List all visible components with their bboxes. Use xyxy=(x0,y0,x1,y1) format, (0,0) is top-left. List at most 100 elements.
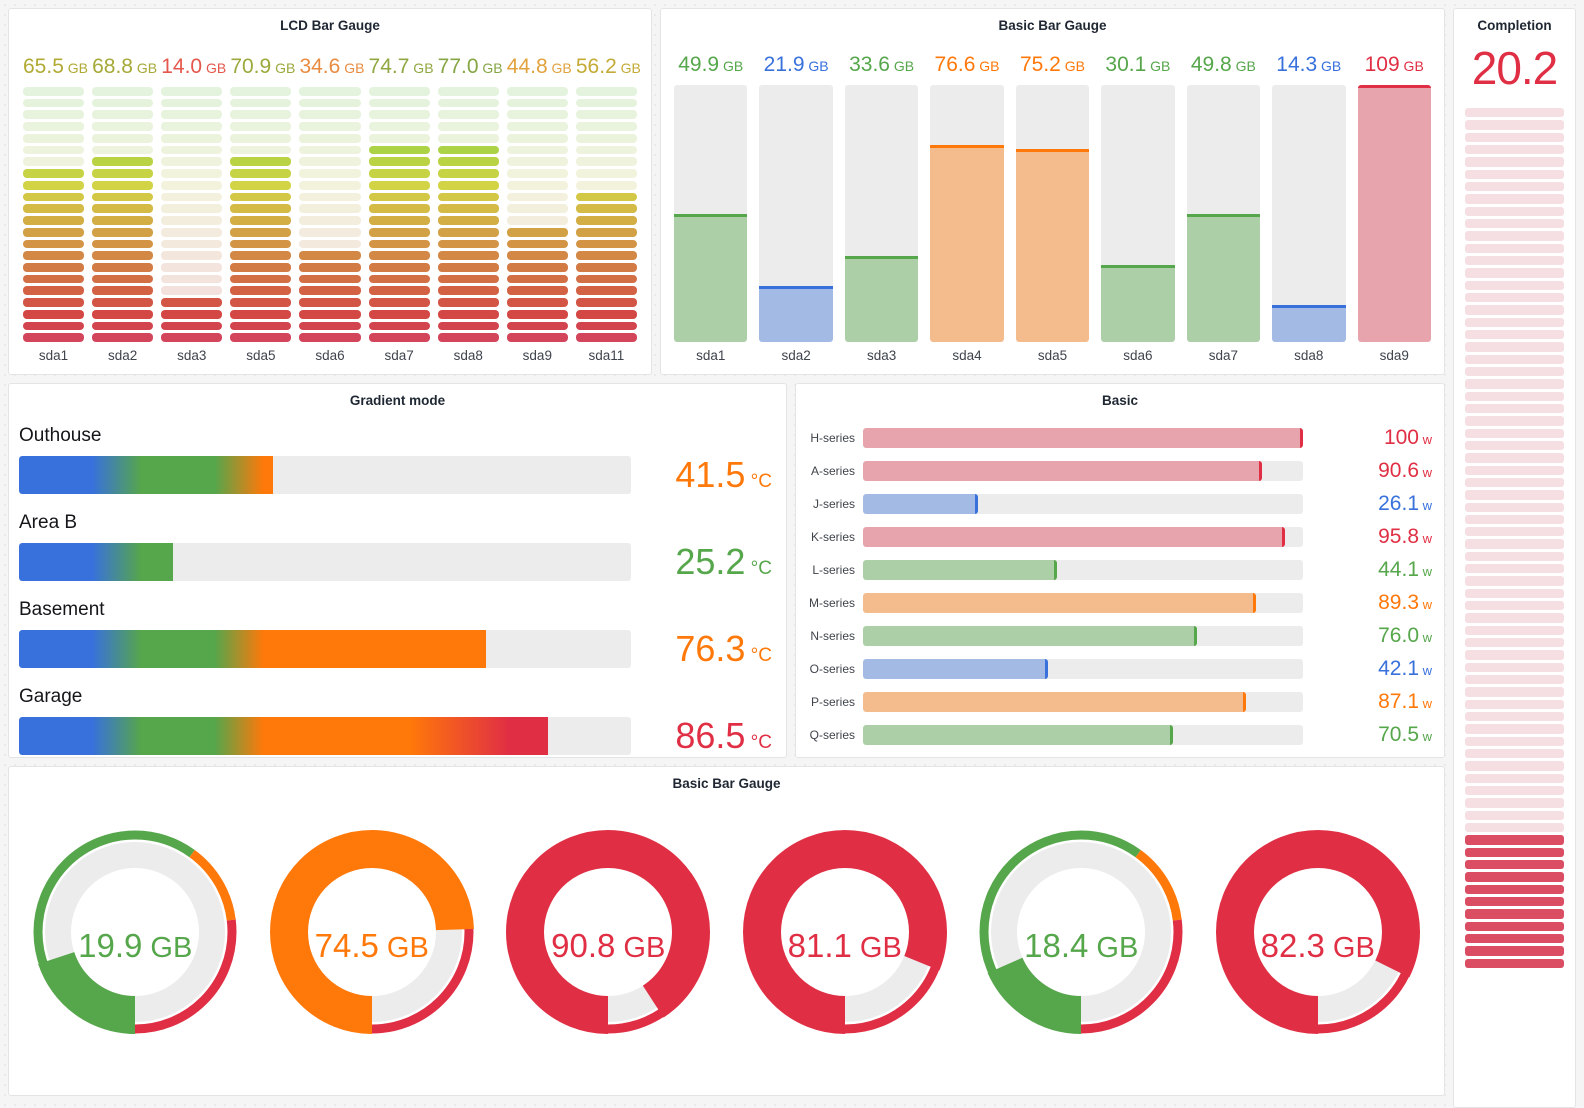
gauge-label: O-series xyxy=(809,662,855,676)
lcd-cell xyxy=(506,309,568,319)
lcd-cell xyxy=(161,309,223,319)
completion-cell xyxy=(1465,712,1564,722)
lcd-cell xyxy=(161,87,223,96)
value-number: 87.1 xyxy=(1378,690,1419,713)
value-unit: GB xyxy=(889,58,915,74)
lcd-cell xyxy=(23,87,85,96)
lcd-cell xyxy=(575,180,637,190)
value-unit: GB xyxy=(1060,58,1085,74)
lcd-cell xyxy=(299,110,361,120)
horizontal-gauge-row: K-series 95.8 w xyxy=(808,525,1432,548)
value-number: 44.1 xyxy=(1378,558,1419,581)
value-unit: GB xyxy=(409,60,434,76)
gauge-track xyxy=(1186,85,1261,342)
panel-title[interactable]: Gradient mode xyxy=(349,393,446,408)
lcd-cell xyxy=(437,180,499,190)
value-unit: w xyxy=(1419,465,1432,480)
lcd-cell xyxy=(368,251,430,261)
completion-cell xyxy=(1465,564,1564,574)
completion-cell xyxy=(1465,280,1564,290)
lcd-cell xyxy=(230,180,292,190)
gauge-value: 89.3 w xyxy=(1303,591,1432,615)
panel-title[interactable]: Basic Bar Gauge xyxy=(672,776,781,791)
completion-cell xyxy=(1465,440,1564,451)
lcd-cell xyxy=(299,321,361,331)
lcd-cell xyxy=(23,204,85,214)
lcd-cell xyxy=(92,133,154,143)
value-number: 81.1 xyxy=(787,927,852,964)
lcd-cell xyxy=(506,251,568,261)
value-unit: w xyxy=(1419,531,1432,546)
lcd-cell xyxy=(437,110,499,120)
lcd-cell xyxy=(506,87,568,96)
gauge-label: Basement xyxy=(19,599,105,620)
lcd-cells xyxy=(437,87,499,343)
gauge-value: 25.2 °C xyxy=(631,541,772,583)
lcd-gauge-column: 56.2 GB sda11 xyxy=(575,51,641,366)
lcd-cell xyxy=(368,263,430,272)
lcd-cell xyxy=(299,192,361,202)
lcd-cell xyxy=(575,309,637,319)
lcd-cell xyxy=(506,133,568,143)
value-number: 25.2 xyxy=(675,541,746,582)
lcd-cell xyxy=(368,87,430,96)
horizontal-gauge-row: O-series 42.1 w xyxy=(808,657,1432,680)
lcd-cells xyxy=(92,87,154,343)
lcd-cell xyxy=(575,110,637,120)
panel-title[interactable]: Completion xyxy=(1477,18,1552,33)
value-unit: GB xyxy=(851,932,902,964)
gauge-value: 76.3 °C xyxy=(631,628,772,670)
vertical-gauge-column: 30.1 GB sda6 xyxy=(1101,51,1175,366)
gauge-fill xyxy=(759,285,833,342)
gauge-track xyxy=(863,527,1303,547)
lcd-cell xyxy=(230,87,292,96)
lcd-cell xyxy=(368,239,430,249)
completion-cell xyxy=(1465,502,1564,512)
lcd-cell xyxy=(92,157,154,167)
completion-cell xyxy=(1465,847,1564,858)
lcd-cell xyxy=(437,87,499,96)
donut-gauge: 81.1 GB xyxy=(742,829,948,1069)
lcd-cell xyxy=(92,251,154,261)
lcd-cells xyxy=(230,87,292,343)
gauge-value: 19.9 GB xyxy=(22,927,248,965)
value-unit: GB xyxy=(1231,58,1256,74)
value-number: 19.9 xyxy=(78,927,143,964)
lcd-cell xyxy=(299,169,361,178)
lcd-cell xyxy=(368,133,430,143)
lcd-cell xyxy=(161,122,223,131)
vertical-gauge-column: 75.2 GB sda5 xyxy=(1015,51,1090,366)
completion-cell xyxy=(1465,588,1564,599)
panel-title[interactable]: Basic Bar Gauge xyxy=(998,18,1107,33)
gauge-track xyxy=(863,593,1303,613)
lcd-gauge-column: 44.8 GB sda9 xyxy=(506,51,572,366)
gauge-label: J-series xyxy=(812,497,855,511)
lcd-cell xyxy=(161,192,223,202)
lcd-cell xyxy=(437,157,499,167)
lcd-cell xyxy=(299,274,361,284)
value-number: 100 xyxy=(1383,426,1419,449)
lcd-cell xyxy=(230,309,292,319)
lcd-gauge-column: 77.0 GB sda8 xyxy=(437,51,503,366)
lcd-cell xyxy=(437,251,499,261)
completion-cell xyxy=(1465,601,1564,611)
completion-cell xyxy=(1465,860,1564,870)
panel-title[interactable]: Basic xyxy=(1101,393,1139,408)
lcd-cell xyxy=(161,133,223,143)
value-unit: GB xyxy=(378,932,429,964)
lcd-cell xyxy=(299,204,361,214)
completion-cell xyxy=(1465,613,1564,623)
lcd-cell xyxy=(506,298,568,307)
value-number: 30.1 xyxy=(1105,53,1147,76)
value-number: 76.6 xyxy=(934,53,976,76)
completion-cell xyxy=(1465,144,1564,155)
panel-title[interactable]: LCD Bar Gauge xyxy=(280,18,380,33)
value-number: 82.3 xyxy=(1260,927,1325,964)
gauge-label: sda7 xyxy=(384,348,414,363)
gauge-label: sda8 xyxy=(1294,348,1324,363)
value-unit: w xyxy=(1419,663,1432,678)
lcd-cell xyxy=(230,133,292,143)
gauge-fill xyxy=(863,626,1198,646)
value-unit: GB xyxy=(271,60,296,76)
gauge-track xyxy=(19,630,631,668)
